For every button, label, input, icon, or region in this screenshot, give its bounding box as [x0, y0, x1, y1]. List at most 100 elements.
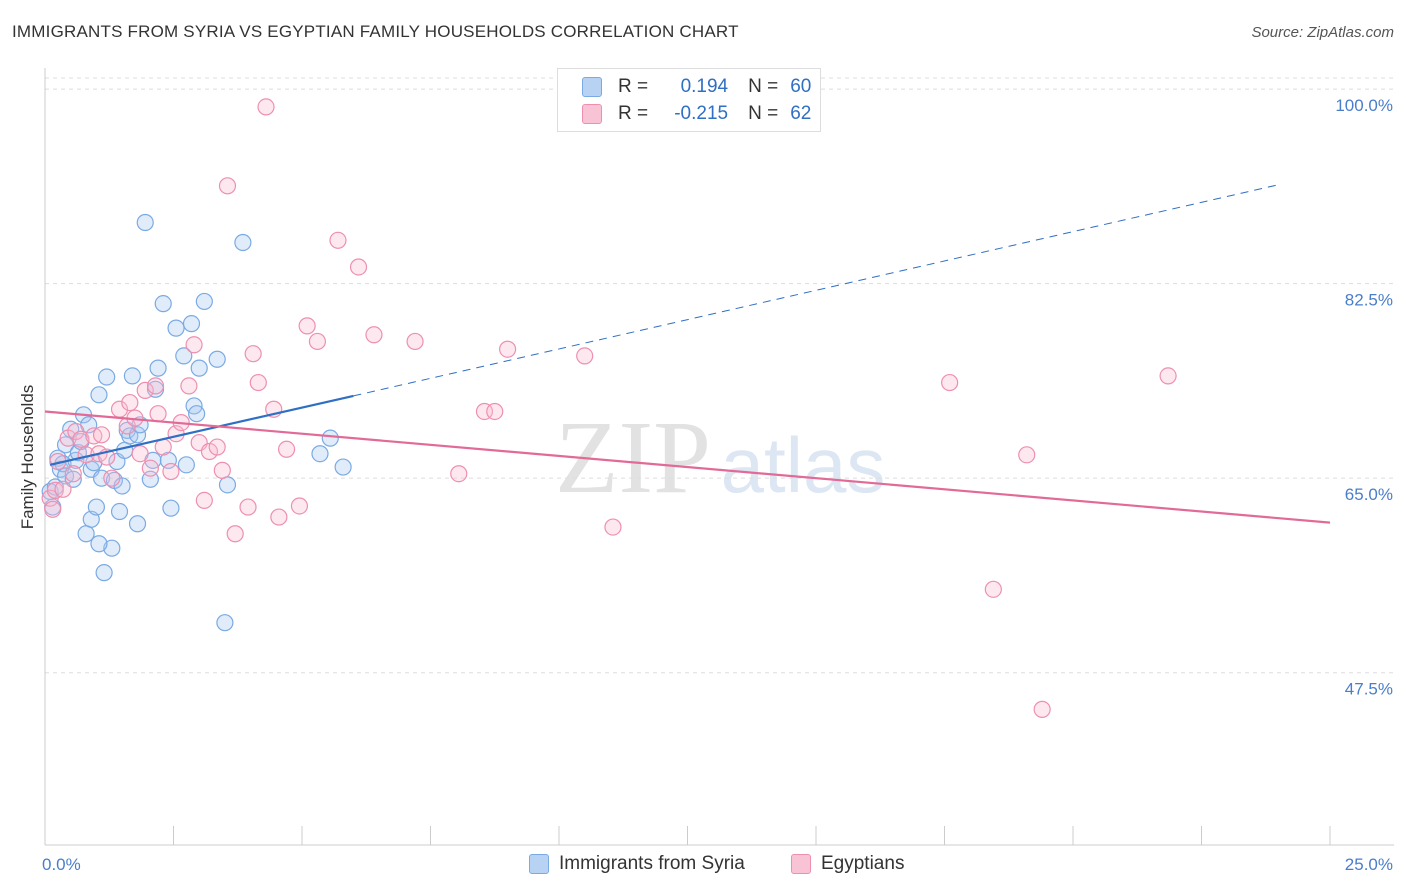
egypt-point [984, 580, 1002, 598]
egypt-point [249, 373, 267, 392]
legend-row-syria: R = 0.194 N = 60 [582, 75, 811, 99]
bottom-legend-egypt: Egyptians [791, 851, 904, 877]
egypt-point [92, 426, 111, 444]
egypt-point [239, 498, 257, 516]
watermark-atlas: atlas [721, 421, 886, 509]
egypt-point [180, 377, 198, 395]
syria-point [136, 213, 154, 232]
syria-point [216, 614, 234, 632]
egypt-point [244, 345, 262, 363]
chart-title: IMMIGRANTS FROM SYRIA VS EGYPTIAN FAMILY… [12, 22, 739, 41]
egypt-point [1159, 367, 1177, 385]
syria-point [175, 347, 193, 365]
syria-point [154, 295, 172, 313]
egypt-point [44, 500, 62, 518]
egypt-swatch [582, 104, 602, 124]
x-tick-label: 0.0% [42, 855, 81, 874]
y-tick-label: 65.0% [1345, 485, 1393, 504]
egypt-point [131, 445, 149, 463]
egypt-point [406, 332, 424, 351]
egypt-point [941, 373, 959, 392]
syria-point [177, 456, 195, 474]
egypt-point [103, 469, 121, 487]
syria-point [188, 405, 206, 423]
syria-trend-line [49, 394, 354, 466]
syria-point [116, 441, 134, 459]
syria-point [64, 470, 82, 488]
egypt-point [290, 497, 309, 515]
egypt-point [121, 393, 139, 412]
egypt-point [365, 326, 383, 344]
egypt-swatch [791, 854, 811, 874]
syria-point [190, 359, 208, 377]
syria-point [90, 535, 108, 553]
egypt-point [257, 98, 275, 116]
syria-swatch [582, 77, 602, 97]
egypt-point [349, 258, 368, 276]
egypt-point [185, 336, 203, 354]
egypt-point [149, 405, 167, 423]
syria-swatch [529, 854, 549, 874]
egypt-point [226, 525, 244, 543]
syria-point [311, 445, 329, 463]
n-label: N = [748, 103, 779, 124]
syria-point [167, 319, 185, 337]
syria-point [218, 476, 237, 494]
egypt-point [146, 377, 165, 395]
egypt-n-value: 62 [790, 103, 812, 124]
syria-point [128, 515, 147, 533]
syria-point [123, 367, 141, 385]
egypt-point [1033, 700, 1051, 718]
egypt-point [136, 381, 154, 399]
syria-point [182, 315, 201, 333]
trend-lines [44, 184, 1331, 524]
syria-legend-label: Immigrants from Syria [559, 853, 745, 874]
r-label: R = [618, 103, 649, 124]
egypt-point [195, 491, 213, 510]
syria-point [90, 386, 108, 404]
syria-n-value: 60 [790, 76, 812, 97]
bottom-legend-syria: Immigrants from Syria [529, 851, 745, 877]
egypt-point [1018, 446, 1036, 464]
source-label: Source: ZipAtlas.com [1251, 24, 1394, 41]
y-tick-label: 82.5% [1345, 291, 1393, 310]
syria-point [208, 350, 226, 368]
egypt-point [329, 231, 347, 249]
correlation-legend: R = 0.194 N = 60 R = -0.215 N = 62 [557, 68, 821, 132]
syria-trend-extension [353, 184, 1279, 397]
syria-point [87, 498, 106, 516]
y-tick-label: 47.5% [1345, 680, 1393, 699]
egypt-point [486, 402, 504, 421]
n-label: N = [748, 76, 779, 97]
egypt-point [141, 459, 159, 477]
egypt-point [298, 317, 316, 335]
r-label: R = [618, 76, 649, 97]
syria-point [234, 233, 252, 252]
egypt-point [208, 438, 226, 456]
egypt-point [270, 508, 288, 526]
y-axis-label: Family Households [18, 385, 37, 530]
syria-point [321, 429, 339, 447]
syria-point [195, 292, 213, 311]
syria-point [95, 564, 113, 582]
syria-point [334, 458, 352, 476]
egypt-point [218, 177, 237, 195]
axes: 47.5% 65.0% 82.5% 100.0% 0.0% 25.0% [42, 68, 1394, 874]
egypt-point [277, 440, 296, 458]
egypt-r-value: -0.215 [674, 103, 729, 124]
egypt-point [576, 347, 594, 365]
egypt-trend-line [44, 410, 1331, 524]
x-tick-label: 25.0% [1345, 855, 1393, 874]
syria-point [149, 359, 167, 377]
syria-point [162, 499, 180, 517]
egypt-point [72, 430, 90, 448]
egypt-point [450, 465, 468, 483]
egypt-point [604, 518, 622, 536]
egypt-point [213, 461, 231, 479]
syria-r-value: 0.194 [680, 76, 729, 97]
y-tick-label: 100.0% [1335, 96, 1393, 115]
syria-point [98, 368, 116, 386]
legend-row-egypt: R = -0.215 N = 62 [582, 102, 811, 126]
egypt-point [308, 332, 327, 351]
